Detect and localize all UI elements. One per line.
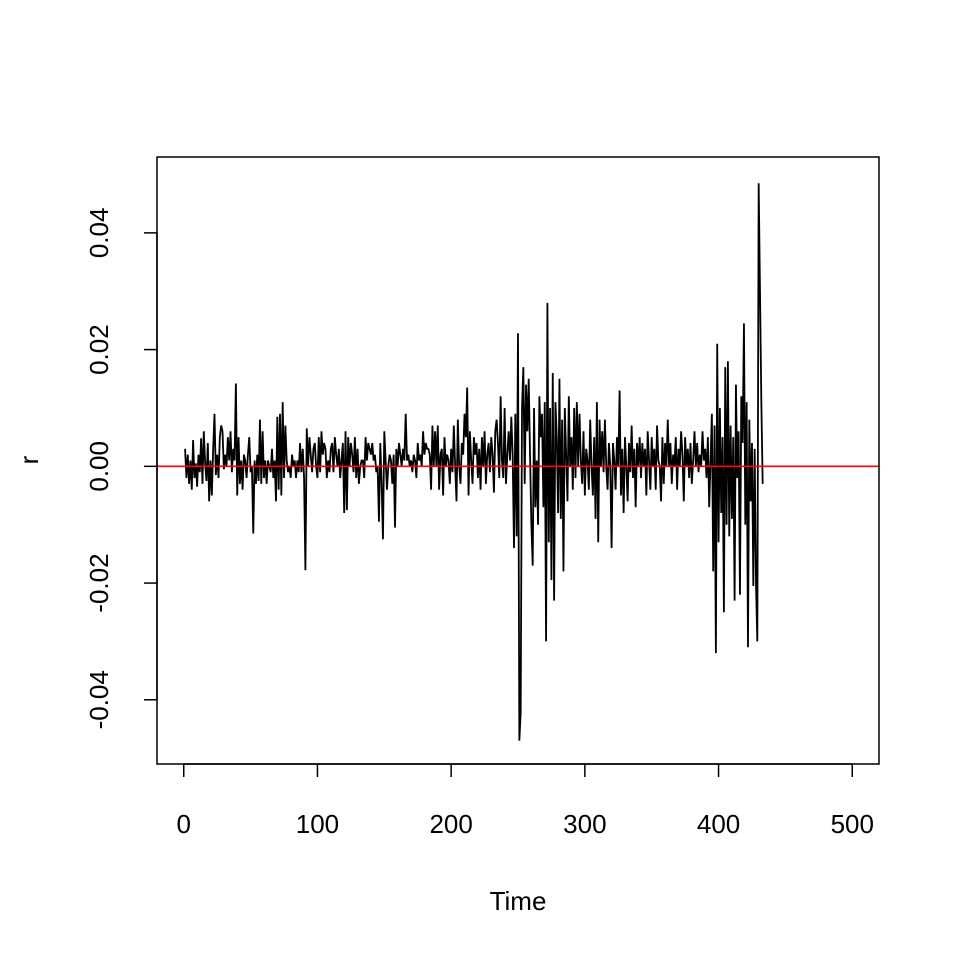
y-tick-label: 0.04	[84, 208, 114, 259]
plot-layer	[157, 183, 879, 741]
plot-frame	[156, 156, 880, 765]
x-tick-label: 300	[563, 809, 606, 839]
x-tick-label: 100	[296, 809, 339, 839]
y-tick-label: -0.02	[84, 553, 114, 612]
x-tick-label: 500	[831, 809, 874, 839]
y-axis-title: r	[14, 455, 44, 464]
y-tick-label: 0.00	[84, 441, 114, 492]
x-tick-label: 400	[697, 809, 740, 839]
x-axis-title: Time	[490, 886, 547, 916]
y-tick-label: 0.02	[84, 324, 114, 375]
y-tick-label: -0.04	[84, 670, 114, 729]
x-tick-label: 0	[177, 809, 191, 839]
x-tick-label: 200	[429, 809, 472, 839]
